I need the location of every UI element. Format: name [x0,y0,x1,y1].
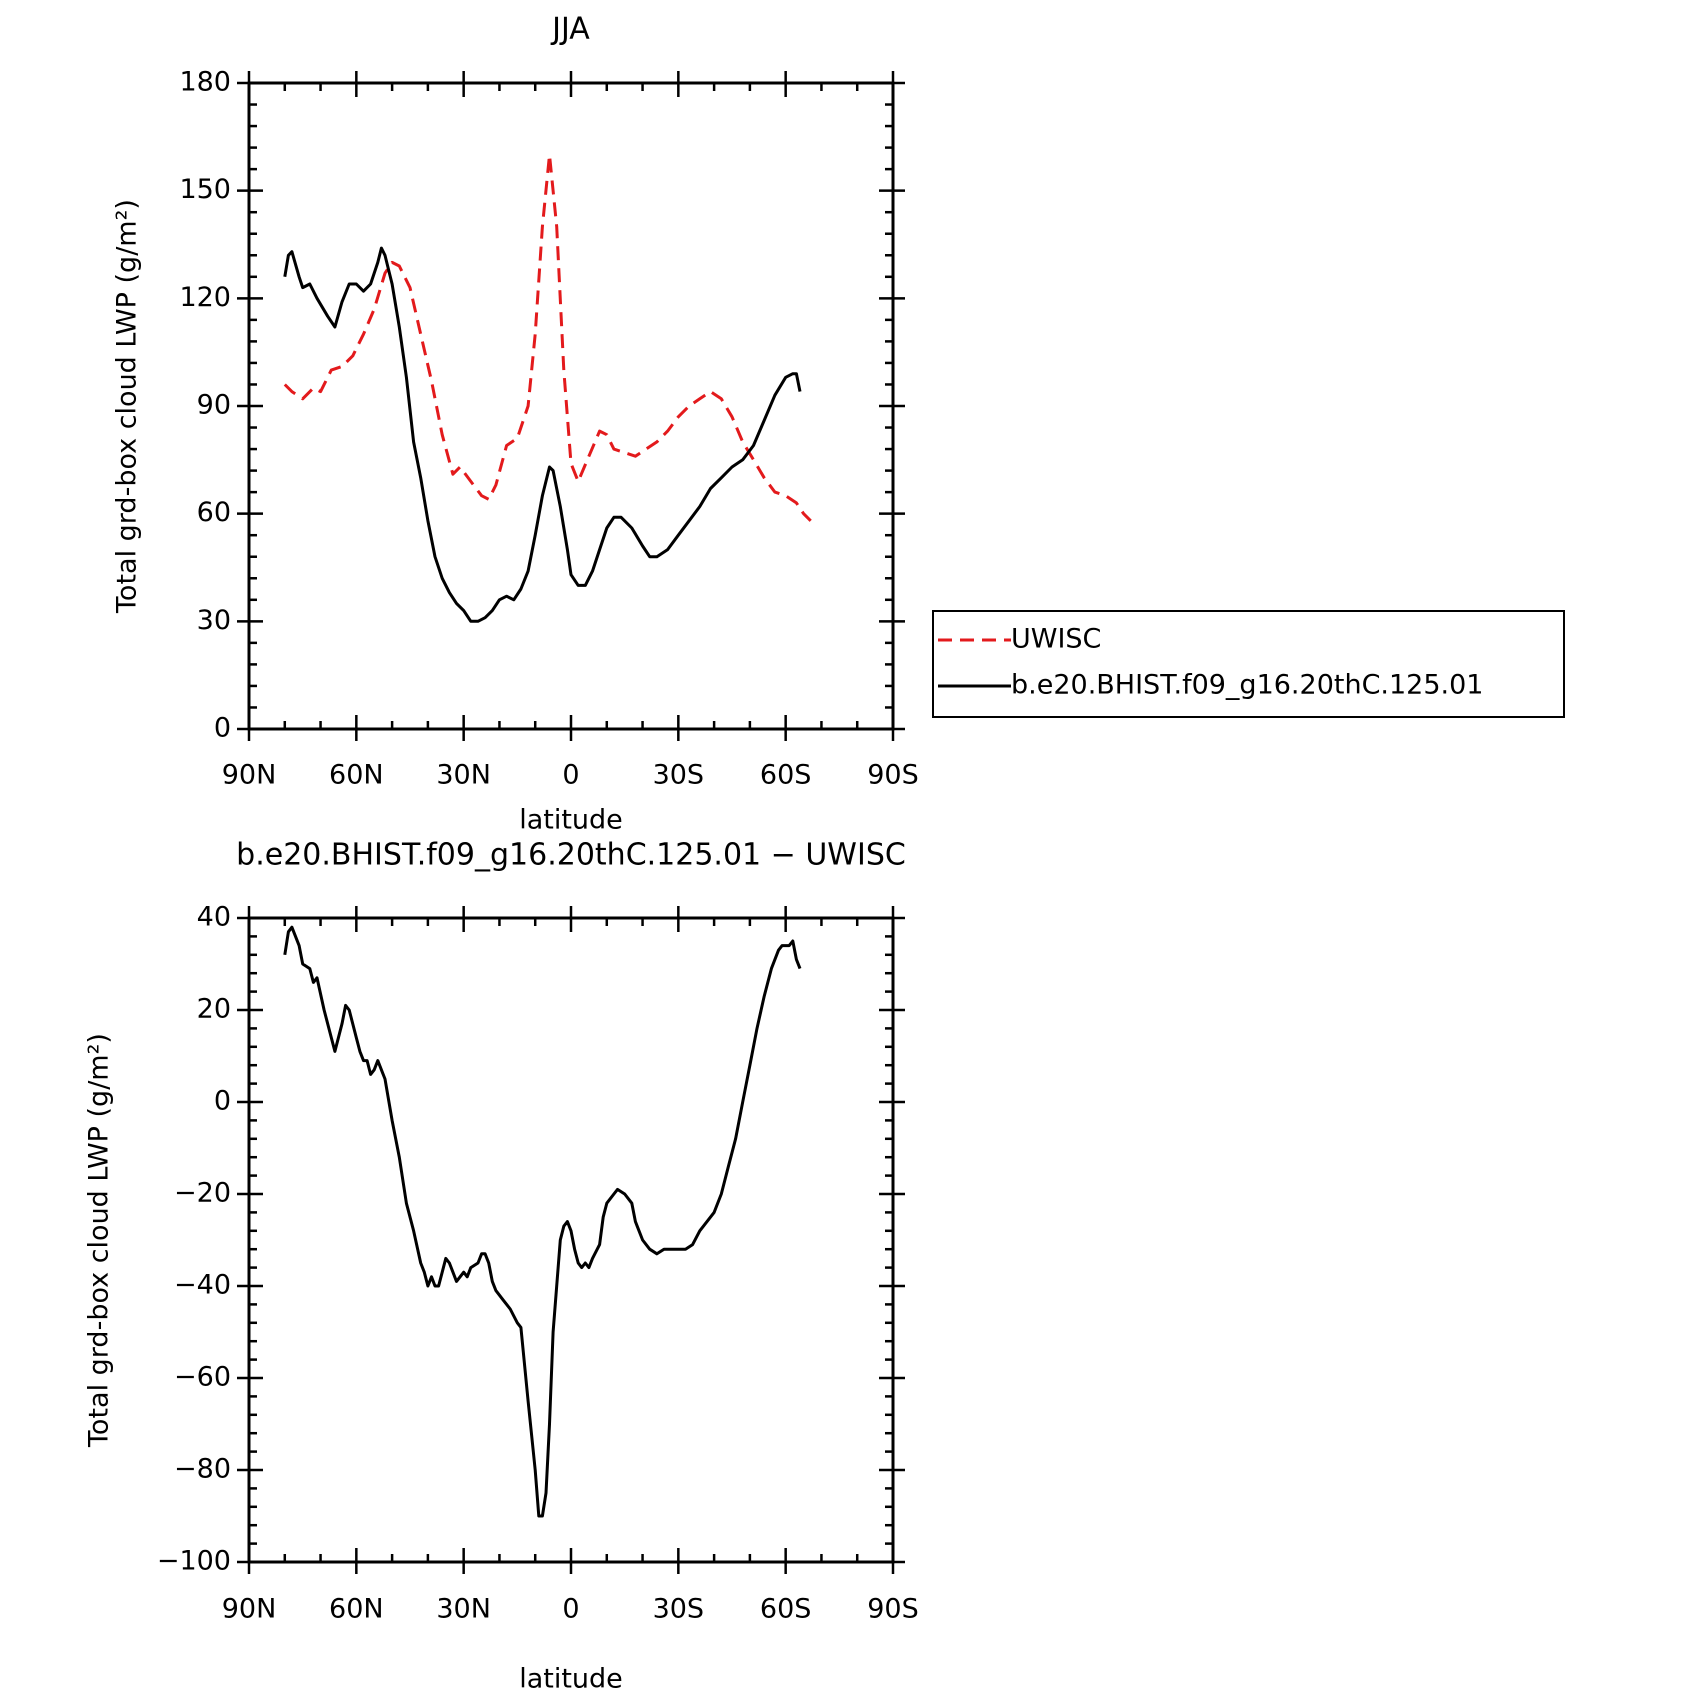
x-tick-label: 60N [329,760,384,791]
x-tick-label: 30N [436,1594,491,1625]
y-tick-label: −60 [174,1362,231,1393]
chart-title: JJA [550,12,590,47]
x-tick-label: 30N [436,760,491,791]
legend-label: UWISC [1011,624,1101,655]
y-tick-label: −20 [174,1178,231,1209]
data-line [283,246,802,623]
y-axis-label: Total grd-box cloud LWP (g/m²) [84,1033,115,1448]
x-tick-label: 0 [562,760,579,791]
y-tick-label: −40 [174,1270,231,1301]
x-tick-label: 60N [329,1594,384,1625]
y-tick-label: −100 [157,1546,231,1577]
y-tick-label: 90 [197,390,231,421]
x-tick-label: 60S [760,1594,812,1625]
y-tick-label: 0 [214,1086,231,1117]
x-tick-label: 90N [222,1594,277,1625]
y-tick-label: −80 [174,1454,231,1485]
x-tick-label: 90S [867,1594,919,1625]
x-tick-label: 90N [222,760,277,791]
y-tick-label: 30 [197,605,231,636]
chart-title: b.e20.BHIST.f09_g16.20thC.125.01 − UWISC [236,838,906,873]
y-tick-label: 120 [179,282,231,313]
y-tick-label: 40 [197,902,231,933]
x-tick-label: 30S [653,1594,705,1625]
y-axis-label: Total grd-box cloud LWP (g/m²) [112,199,143,614]
x-tick-label: 30S [653,760,705,791]
plot-frame [247,916,895,1564]
y-tick-label: 0 [214,713,231,744]
y-tick-label: 20 [197,994,231,1025]
y-tick-label: 150 [179,174,231,205]
x-tick-label: 90S [867,760,919,791]
x-tick-label: 0 [562,1594,579,1625]
data-line [283,153,812,522]
legend-label: b.e20.BHIST.f09_g16.20thC.125.01 [1011,670,1483,701]
x-tick-label: 60S [760,760,812,791]
y-tick-label: 60 [197,497,231,528]
x-axis-label: latitude [519,1664,623,1695]
y-tick-label: 180 [179,67,231,98]
data-line [283,925,802,1518]
legend-box [932,610,1565,718]
plot-frame [247,81,895,731]
x-axis-label: latitude [519,805,623,836]
